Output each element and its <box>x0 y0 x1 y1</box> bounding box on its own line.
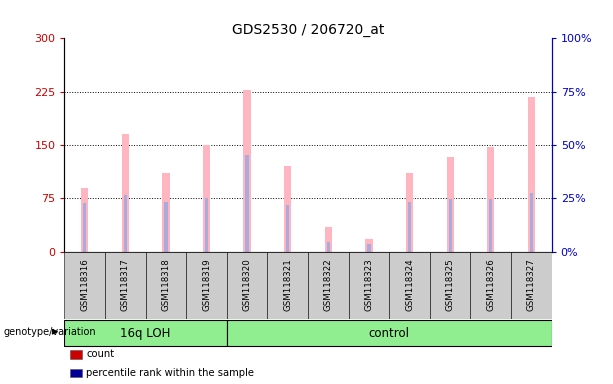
Text: percentile rank within the sample: percentile rank within the sample <box>86 368 254 378</box>
Bar <box>430 252 471 319</box>
Title: GDS2530 / 206720_at: GDS2530 / 206720_at <box>232 23 384 37</box>
Text: GSM118318: GSM118318 <box>161 259 170 311</box>
Bar <box>471 252 511 319</box>
Bar <box>487 147 495 252</box>
Text: count: count <box>86 349 115 359</box>
Bar <box>367 245 371 252</box>
Text: genotype/variation: genotype/variation <box>3 327 96 337</box>
Bar <box>205 197 208 252</box>
Bar <box>245 155 249 252</box>
Bar <box>146 252 186 319</box>
Bar <box>406 174 413 252</box>
Text: GSM118323: GSM118323 <box>365 259 373 311</box>
Text: GSM118322: GSM118322 <box>324 259 333 311</box>
Text: GSM118325: GSM118325 <box>446 259 455 311</box>
Text: GSM118327: GSM118327 <box>527 259 536 311</box>
Text: GSM118324: GSM118324 <box>405 259 414 311</box>
Bar <box>186 252 227 319</box>
Bar <box>308 252 349 319</box>
Bar <box>105 252 145 319</box>
Text: GSM118320: GSM118320 <box>243 259 251 311</box>
Bar <box>327 242 330 252</box>
Bar <box>365 239 373 252</box>
Text: GSM118319: GSM118319 <box>202 259 211 311</box>
Bar <box>528 97 535 252</box>
Bar <box>124 195 127 252</box>
Bar <box>267 252 308 319</box>
Bar <box>325 227 332 252</box>
Bar <box>408 202 411 252</box>
Bar <box>284 166 291 252</box>
Bar <box>64 252 105 319</box>
Bar <box>64 320 227 346</box>
Bar <box>349 252 389 319</box>
Bar <box>164 202 167 252</box>
Bar <box>162 174 170 252</box>
Text: control: control <box>369 327 409 339</box>
Bar <box>121 134 129 252</box>
Bar <box>243 90 251 252</box>
Bar <box>227 252 267 319</box>
Text: GSM118321: GSM118321 <box>283 259 292 311</box>
Bar <box>511 252 552 319</box>
Bar <box>530 192 533 252</box>
Text: GSM118316: GSM118316 <box>80 259 89 311</box>
Text: GSM118326: GSM118326 <box>486 259 495 311</box>
Bar <box>83 202 86 252</box>
Bar <box>203 145 210 252</box>
Bar <box>81 188 88 252</box>
Bar <box>489 199 492 252</box>
Bar <box>446 157 454 252</box>
Text: 16q LOH: 16q LOH <box>120 327 171 339</box>
Text: GSM118317: GSM118317 <box>121 259 130 311</box>
Bar <box>286 205 289 252</box>
Bar <box>227 320 552 346</box>
Bar <box>389 252 430 319</box>
Bar <box>449 199 452 252</box>
